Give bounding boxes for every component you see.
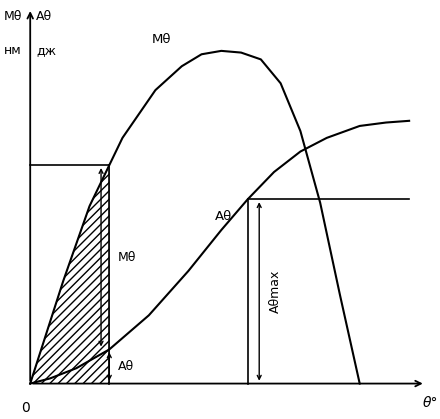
Text: Аθ: Аθ [215, 210, 232, 223]
Text: нм: нм [4, 44, 22, 57]
Text: Мθ: Мθ [117, 251, 136, 264]
Text: θ°: θ° [423, 396, 438, 409]
Text: дж: дж [36, 44, 56, 57]
Text: 0: 0 [21, 401, 29, 415]
Text: Аθ: Аθ [117, 360, 134, 373]
Text: Мθ: Мθ [4, 10, 22, 23]
Text: Мθ: Мθ [152, 33, 172, 46]
Text: Аθ: Аθ [36, 10, 52, 23]
Text: Аθmax: Аθmax [269, 270, 282, 313]
